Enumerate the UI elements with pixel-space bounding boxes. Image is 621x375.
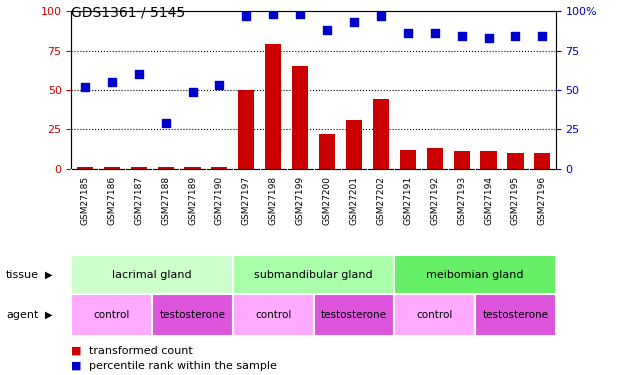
Point xyxy=(430,30,440,36)
Point xyxy=(376,13,386,19)
Bar xyxy=(400,150,416,169)
Point xyxy=(268,11,278,17)
Bar xyxy=(238,90,255,169)
Text: control: control xyxy=(255,310,291,320)
Text: ▶: ▶ xyxy=(45,310,53,320)
Text: GSM27196: GSM27196 xyxy=(538,176,547,225)
Bar xyxy=(346,120,362,169)
Text: GSM27193: GSM27193 xyxy=(457,176,466,225)
Bar xyxy=(71,294,152,336)
Text: GSM27199: GSM27199 xyxy=(296,176,305,225)
Text: GSM27188: GSM27188 xyxy=(161,176,170,225)
Text: ■: ■ xyxy=(71,346,82,355)
Text: GSM27187: GSM27187 xyxy=(134,176,143,225)
Text: meibomian gland: meibomian gland xyxy=(426,270,524,280)
Bar xyxy=(130,167,147,169)
Bar xyxy=(292,66,308,169)
Text: lacrimal gland: lacrimal gland xyxy=(112,270,192,280)
Point xyxy=(214,82,224,88)
Bar xyxy=(427,148,443,169)
Bar xyxy=(104,167,120,169)
Text: ▶: ▶ xyxy=(45,270,53,280)
Text: GSM27192: GSM27192 xyxy=(430,176,439,225)
Point xyxy=(242,13,252,19)
Text: GSM27186: GSM27186 xyxy=(107,176,116,225)
Text: GSM27200: GSM27200 xyxy=(322,176,332,225)
Text: GSM27185: GSM27185 xyxy=(80,176,89,225)
Text: control: control xyxy=(94,310,130,320)
Bar xyxy=(475,294,556,336)
Bar xyxy=(453,152,469,169)
Point xyxy=(349,19,359,25)
Text: GSM27190: GSM27190 xyxy=(215,176,224,225)
Text: submandibular gland: submandibular gland xyxy=(254,270,373,280)
Bar xyxy=(233,294,314,336)
Text: testosterone: testosterone xyxy=(160,310,225,320)
Point xyxy=(456,33,466,39)
Text: tissue: tissue xyxy=(6,270,39,280)
Point xyxy=(107,79,117,85)
Bar xyxy=(373,99,389,169)
Point xyxy=(161,120,171,126)
Text: GSM27197: GSM27197 xyxy=(242,176,251,225)
Bar xyxy=(184,167,201,169)
Point xyxy=(134,71,143,77)
Text: GSM27195: GSM27195 xyxy=(511,176,520,225)
Text: percentile rank within the sample: percentile rank within the sample xyxy=(89,361,277,370)
Bar xyxy=(211,167,227,169)
Bar xyxy=(534,153,550,169)
Text: GSM27201: GSM27201 xyxy=(350,176,358,225)
Bar xyxy=(481,152,497,169)
Bar xyxy=(507,153,524,169)
Text: testosterone: testosterone xyxy=(321,310,387,320)
Bar xyxy=(77,167,93,169)
Text: control: control xyxy=(417,310,453,320)
Text: testosterone: testosterone xyxy=(483,310,548,320)
Bar xyxy=(394,255,556,294)
Point xyxy=(322,27,332,33)
Point xyxy=(295,11,305,17)
Text: GSM27191: GSM27191 xyxy=(403,176,412,225)
Bar xyxy=(265,44,281,169)
Bar xyxy=(158,167,174,169)
Text: GSM27198: GSM27198 xyxy=(269,176,278,225)
Bar xyxy=(394,294,475,336)
Text: ■: ■ xyxy=(71,361,82,370)
Text: transformed count: transformed count xyxy=(89,346,193,355)
Text: GSM27194: GSM27194 xyxy=(484,176,493,225)
Bar xyxy=(233,255,394,294)
Point xyxy=(510,33,520,39)
Point xyxy=(188,88,197,94)
Point xyxy=(80,84,90,90)
Text: agent: agent xyxy=(6,310,39,320)
Point xyxy=(537,33,547,39)
Text: GDS1361 / 5145: GDS1361 / 5145 xyxy=(71,6,186,20)
Bar xyxy=(314,294,394,336)
Text: GSM27189: GSM27189 xyxy=(188,176,197,225)
Point xyxy=(484,35,494,41)
Point xyxy=(403,30,413,36)
Bar xyxy=(319,134,335,169)
Bar xyxy=(71,255,233,294)
Bar xyxy=(152,294,233,336)
Text: GSM27202: GSM27202 xyxy=(376,176,386,225)
